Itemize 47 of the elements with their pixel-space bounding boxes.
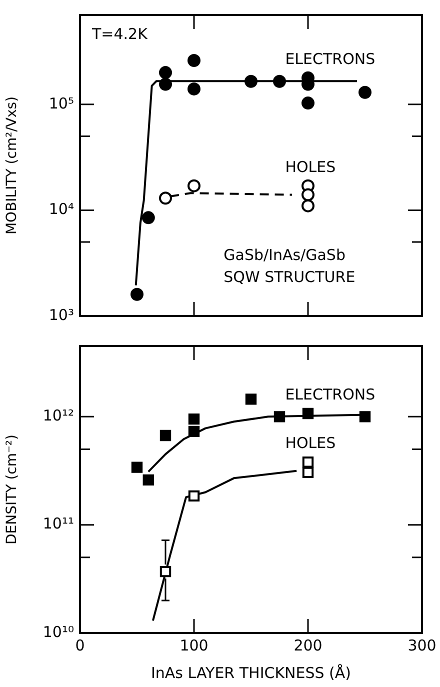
point xyxy=(359,411,371,422)
y-tick-label: 10¹² xyxy=(42,406,74,425)
annotation: GaSb/InAs/GaSb xyxy=(224,246,346,264)
point xyxy=(358,86,372,99)
point xyxy=(302,408,314,420)
point xyxy=(302,466,314,478)
x-tick-label: 0 xyxy=(75,636,85,654)
y-axis-title: MOBILITY (cm²/Vxs) xyxy=(4,96,20,235)
point xyxy=(131,462,143,473)
point xyxy=(302,188,314,202)
point xyxy=(273,74,286,88)
series-label: ELECTRONS xyxy=(285,385,376,404)
series-label: HOLES xyxy=(285,434,336,452)
annotation: SQW STRUCTURE xyxy=(224,268,356,286)
point xyxy=(302,199,314,212)
series-label: ELECTRONS xyxy=(285,50,376,68)
point xyxy=(188,413,200,425)
y-tick-label: 10¹¹ xyxy=(42,514,74,533)
point xyxy=(244,74,258,88)
point xyxy=(245,394,257,405)
point xyxy=(302,96,314,110)
y-tick-label: 10⁵ xyxy=(48,94,74,112)
point xyxy=(159,192,172,205)
point xyxy=(274,411,286,422)
y-tick-label: 10¹⁰ xyxy=(42,622,74,641)
y-tick-label: 10⁴ xyxy=(48,200,74,218)
point xyxy=(142,474,154,486)
series-label: HOLES xyxy=(285,158,336,176)
point xyxy=(302,456,314,468)
point xyxy=(160,430,172,442)
y-tick-label: 10³ xyxy=(48,306,74,324)
x-tick-label: 100 xyxy=(180,636,208,654)
point xyxy=(160,566,172,578)
annotation: T=4.2K xyxy=(91,25,149,43)
point xyxy=(188,54,200,68)
point xyxy=(159,66,172,80)
point xyxy=(188,82,200,96)
x-axis-title: InAs LAYER THICKNESS (Å) xyxy=(150,664,352,682)
point xyxy=(188,490,200,502)
point xyxy=(188,426,200,438)
point xyxy=(130,288,144,301)
point xyxy=(159,78,172,91)
y-axis-title: DENSITY (cm⁻²) xyxy=(4,434,20,544)
point xyxy=(188,179,200,192)
x-tick-label: 300 xyxy=(408,636,436,654)
x-tick-label: 200 xyxy=(294,636,322,654)
point xyxy=(142,211,155,224)
